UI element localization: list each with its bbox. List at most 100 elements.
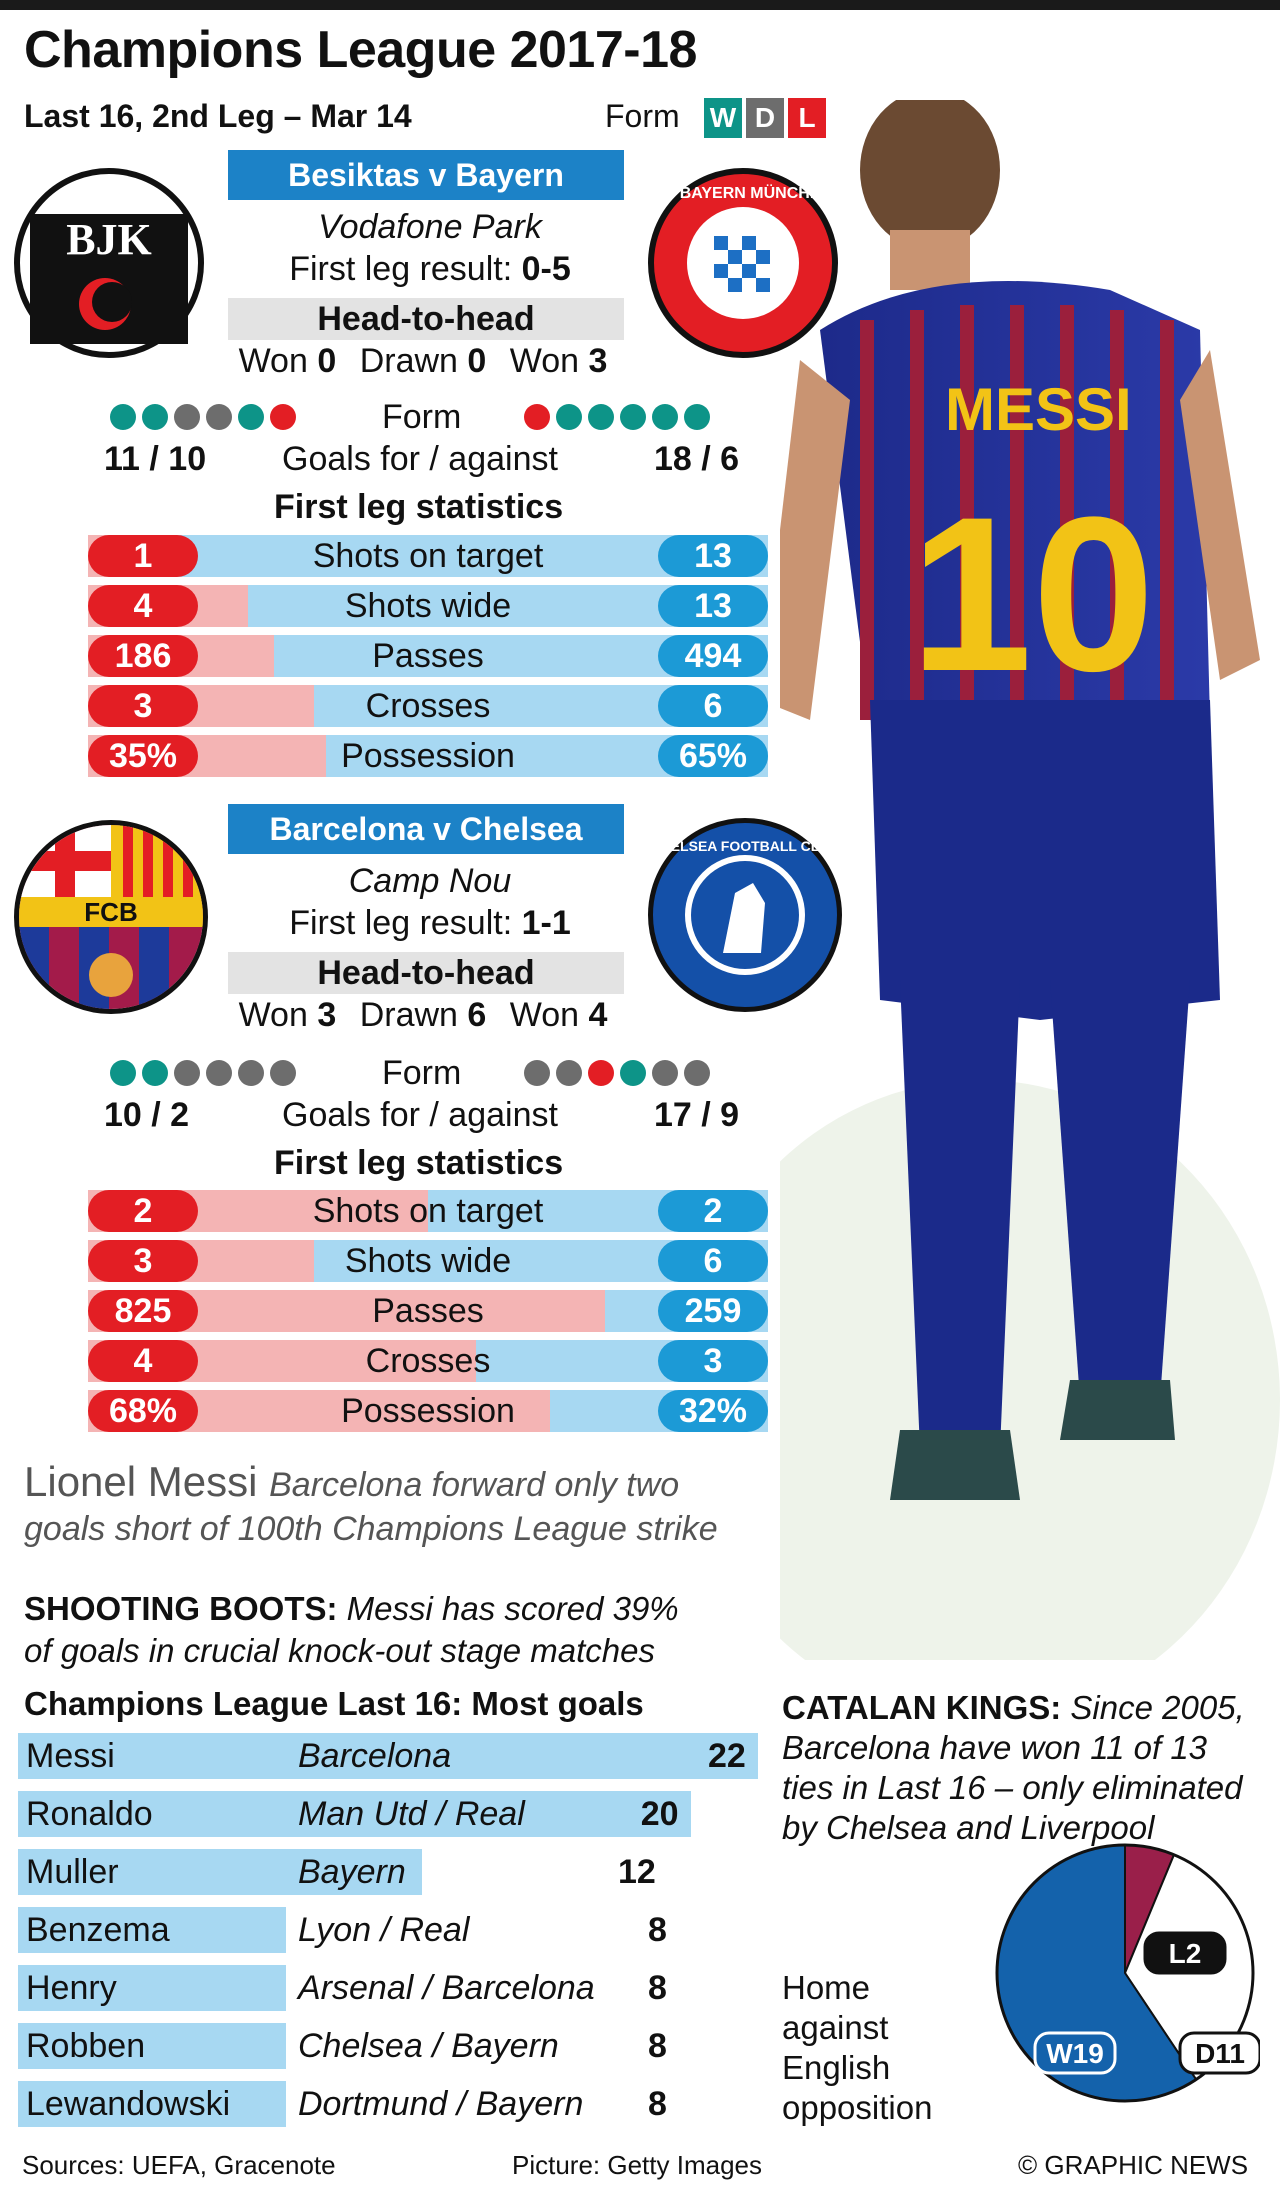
table-row: Benzema Lyon / Real 8 (18, 1907, 758, 1957)
form-dot-D (652, 1060, 678, 1086)
messi-name: Lionel Messi (24, 1458, 258, 1505)
match-1-away-form (524, 404, 710, 430)
chelsea-crest: CHELSEA FOOTBALL CLUB (648, 818, 842, 1012)
player-name: Robben (26, 2027, 146, 2065)
match-2-away-goals: 17 / 9 (654, 1096, 740, 1134)
form-dot-L (270, 404, 296, 430)
stat-away-value: 3 (658, 1340, 768, 1382)
stat-away-value: 13 (658, 585, 768, 627)
bayern-crest: FC BAYERN MÜNCHEN (648, 168, 838, 358)
home-note: Home against English opposition (782, 1969, 933, 2126)
goals-bar (18, 2023, 286, 2069)
form-dot-W (684, 404, 710, 430)
stat-row: Shots on target 2 2 (88, 1190, 768, 1232)
match-2-h2h-label: Head-to-head (228, 952, 624, 994)
form-legend-draw: D (746, 98, 784, 138)
h2h-away: 3 (588, 342, 608, 380)
h2h-away: 4 (588, 996, 608, 1034)
player-club: Bayern (298, 1853, 406, 1891)
shirt-name-text: MESSI (945, 376, 1132, 443)
match-2-venue: Camp Nou (348, 862, 512, 900)
stat-label: Shots on target (312, 537, 544, 575)
table-row: Muller Bayern 12 (18, 1849, 758, 1899)
h2h-draw: 6 (467, 996, 487, 1034)
catalan-text: Since 2005, Barcelona have won 11 of 13 … (782, 1689, 1245, 1846)
stat-away-value: 259 (658, 1290, 768, 1332)
h2h-away-label: Won (509, 342, 580, 380)
pie-label-text: L2 (1169, 1938, 1202, 1969)
match-2-result: First leg result: 1-1 (232, 904, 628, 943)
match-1-home-form (110, 404, 296, 430)
form-dot-W (620, 404, 646, 430)
stat-label: Passes (372, 637, 484, 675)
besiktas-crest: BJK (14, 168, 204, 358)
player-club: Man Utd / Real (298, 1795, 525, 1833)
result-label: First leg result: (289, 250, 513, 288)
player-name: Lewandowski (26, 2085, 231, 2123)
match-1-home-goals: 11 / 10 (104, 440, 207, 478)
stat-away-value: 6 (658, 685, 768, 727)
besiktas-crest-text: BJK (66, 215, 152, 264)
table-row: Messi Barcelona 22 (18, 1733, 758, 1783)
result-label: First leg result: (289, 904, 513, 942)
form-legend-label: Form (605, 98, 680, 134)
pie-label-w19: W19 (1033, 2031, 1117, 2075)
match-2-home-form (110, 1060, 296, 1086)
stat-row: Passes 186 494 (88, 635, 768, 677)
player-goals: 20 (640, 1795, 679, 1833)
shooting-line-1: Messi has scored 39% (346, 1590, 679, 1627)
messi-line-2: goals short of 100th Champions League st… (24, 1510, 718, 1548)
form-dot-D (174, 404, 200, 430)
form-dot-W (556, 404, 582, 430)
form-dot-D (556, 1060, 582, 1086)
match-1-away-goals: 18 / 6 (654, 440, 740, 478)
goals-bar (18, 1849, 422, 1895)
stat-label: Crosses (365, 687, 491, 725)
pie-label-text: D11 (1195, 2038, 1245, 2069)
form-dot-W (620, 1060, 646, 1086)
messi-player-image: MESSI 10 unicef (780, 100, 1280, 1660)
stat-home-value: 4 (88, 1340, 198, 1382)
stat-away-value: 6 (658, 1240, 768, 1282)
player-goals: 12 (618, 1853, 656, 1891)
form-dot-W (142, 404, 168, 430)
messi-line-1: Barcelona forward only two (269, 1466, 680, 1504)
goals-bar (18, 1965, 286, 2011)
h2h-draw: 0 (467, 342, 487, 380)
match-1-form-label: Form (382, 398, 462, 436)
stat-label: Shots on target (312, 1192, 544, 1230)
stat-away-value: 2 (658, 1190, 768, 1232)
stat-label: Possession (341, 1392, 515, 1430)
goals-bar (18, 1907, 286, 1953)
pie-outline (995, 1843, 1255, 2103)
stat-home-value: 3 (88, 685, 198, 727)
match-1-result: First leg result: 0-5 (232, 250, 628, 289)
form-dot-L (524, 404, 550, 430)
stat-away-value: 494 (658, 635, 768, 677)
stat-label: Crosses (365, 1342, 491, 1380)
player-goals: 8 (648, 1969, 667, 2007)
match-1-stats-title: First leg statistics (274, 488, 564, 526)
match-1-venue: Vodafone Park (318, 208, 542, 246)
match-2-form-label: Form (382, 1054, 462, 1092)
stat-home-value: 35% (88, 735, 198, 777)
form-dot-W (110, 404, 136, 430)
pie-label-box (1178, 2031, 1260, 2075)
stat-home-value: 825 (88, 1290, 198, 1332)
stat-home-value: 3 (88, 1240, 198, 1282)
h2h-home-label: Won (238, 342, 308, 380)
page-subtitle: Last 16, 2nd Leg – Mar 14 (24, 98, 412, 134)
table-row: Ronaldo Man Utd / Real 20 (18, 1791, 758, 1841)
table-row: Robben Chelsea / Bayern 8 (18, 2023, 758, 2073)
messi-heading: Lionel Messi Barcelona forward only two (24, 1458, 679, 1506)
catalan-kings: CATALAN KINGS: Since 2005, Barcelona hav… (782, 1688, 1262, 1848)
stat-row: Crosses 3 6 (88, 685, 768, 727)
pie-label-text: W19 (1046, 2038, 1104, 2069)
match-1-h2h: Won 0 Drawn 0 Won 3 (210, 342, 650, 381)
stat-row: Possession 35% 65% (88, 735, 768, 777)
result-value: 1-1 (521, 904, 571, 942)
form-dot-D (684, 1060, 710, 1086)
goals-bar (18, 2081, 286, 2127)
shooting-line-2: of goals in crucial knock-out stage matc… (24, 1632, 655, 1669)
player-name: Ronaldo (26, 1795, 153, 1833)
